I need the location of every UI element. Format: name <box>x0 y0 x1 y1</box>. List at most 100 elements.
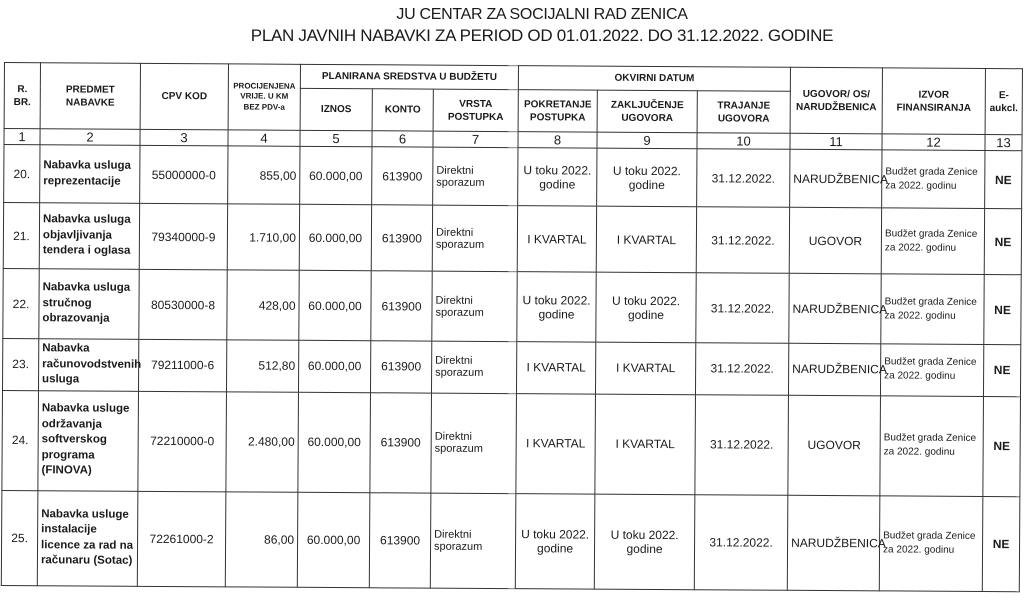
cell-zakljucenje: U toku 2022. godine <box>595 272 697 343</box>
cell-procjena: 512,80 <box>226 339 299 392</box>
header-zakljucenje: ZAKLJUČENJE UGOVORA <box>597 90 698 133</box>
cell-iznos: 60.000,00 <box>298 340 371 393</box>
cell-ugovor: NARUDŽBENICA <box>788 273 887 344</box>
cell-cpv: 79211000-6 <box>138 339 227 392</box>
header-rbr: R. BR. <box>4 62 41 129</box>
cell-predmet: Nabavka računovodstvenih usluga <box>38 338 141 391</box>
header-izvor: IZVOR FINANSIRANJA <box>882 67 986 135</box>
header-ugovor: UGOVOR/ OS/ NARUDŽBENICA <box>790 67 883 134</box>
cell-cpv: 55000000-0 <box>139 145 228 204</box>
cell-procjena: 1.710,00 <box>227 203 300 271</box>
cell-izvor: Budžet grada Zenice za 2022. godinu <box>880 343 984 397</box>
cell-konto: 613900 <box>370 340 432 393</box>
cell-pokretanje: U toku 2022. godine <box>515 493 595 589</box>
table-row: 23. Nabavka računovodstvenih usluga 792110… <box>2 338 1021 397</box>
cell-zakljucenje: I KVARTAL <box>594 393 696 495</box>
column-number: 4 <box>227 129 301 147</box>
column-number: 13 <box>985 134 1023 151</box>
cell-konto: 613900 <box>369 492 431 588</box>
cell-rbr: 21. <box>3 202 40 269</box>
cell-eaukc: NE <box>983 274 1022 345</box>
column-number: 3 <box>139 129 229 146</box>
column-number: 5 <box>299 130 373 147</box>
cell-zakljucenje: U toku 2022. godine <box>596 148 698 207</box>
column-number: 6 <box>371 130 434 148</box>
cell-zakljucenje: U toku 2022. godine <box>594 493 695 590</box>
cell-trajanje: 31.12.2022. <box>696 148 791 208</box>
document-subtitle: PLAN JAVNIH NABAVKI ZA PERIOD OD 01.01.2… <box>250 26 834 45</box>
column-number: 2 <box>39 128 141 146</box>
cell-procjena: 2.480,00 <box>225 391 299 492</box>
cell-ugovor: NARUDŽBENICA <box>789 149 888 208</box>
cell-eaukc: NE <box>983 344 1021 397</box>
cell-cpv: 79340000-9 <box>139 203 228 270</box>
cell-procjena: 428,00 <box>226 269 300 341</box>
cell-rbr: 22. <box>2 268 40 339</box>
cell-pokretanje: I KVARTAL <box>515 393 596 494</box>
table-row: 22. Nabavka usluga stručnog obrazovanja 80… <box>2 268 1022 345</box>
cell-ugovor: UGOVOR <box>787 394 881 496</box>
cell-predmet: Nabavka usluga objavljivanja tendera i o… <box>39 202 140 270</box>
cell-ugovor: UGOVOR <box>789 207 882 274</box>
cell-vrsta: Direktni sporazum <box>430 392 517 494</box>
cell-izvor: Budžet grada Zenice za 2022. godinu <box>881 207 985 275</box>
column-number: 12 <box>882 133 986 151</box>
cell-vrsta: Direktni sporazum <box>431 271 518 342</box>
cell-procjena: 855,00 <box>227 145 300 205</box>
cell-pokretanje: U toku 2022. godine <box>516 271 597 343</box>
cell-rbr: 24. <box>1 390 39 491</box>
cell-iznos: 60.000,00 <box>297 491 370 588</box>
cell-cpv: 80530000-8 <box>138 269 228 340</box>
header-eaukc: E-aukcl. <box>985 68 1023 135</box>
cell-eaukc: NE <box>984 150 1023 209</box>
cell-ugovor: NARUDŽBENICA <box>787 494 886 591</box>
cell-cpv: 72210000-0 <box>137 390 227 492</box>
cell-cpv: 72261000-2 <box>137 490 226 587</box>
document-title: JU CENTAR ZA SOCIJALNI RAD ZENICA <box>396 6 688 23</box>
cell-vrsta: Direktni sporazum <box>432 147 519 206</box>
column-number: 11 <box>790 133 883 150</box>
cell-izvor: Budžet grada Zenice za 2022. godinu <box>880 273 985 345</box>
header-okvirni: OKVIRNI DATUM <box>518 65 791 92</box>
column-number: 1 <box>3 128 41 145</box>
cell-rbr: 23. <box>2 338 39 391</box>
cell-iznos: 60.000,00 <box>298 270 372 341</box>
cell-rbr: 25. <box>1 490 38 586</box>
cell-ugovor: NARUDŽBENICA <box>788 343 887 396</box>
cell-konto: 613900 <box>370 270 433 342</box>
cell-konto: 613900 <box>371 204 433 272</box>
cell-vrsta: Direktni sporazum <box>430 492 516 589</box>
cell-predmet: Nabavka usluge održavanja softverskog pr… <box>37 390 139 491</box>
table-row: 25. Nabavka usluge instalacije licence za… <box>1 490 1020 592</box>
table-row: 20. Nabavka usluga reprezentacije 55000000… <box>3 144 1023 209</box>
column-number: 10 <box>697 132 791 150</box>
cell-pokretanje: U toku 2022. godine <box>517 147 598 207</box>
cell-konto: 613900 <box>371 146 433 206</box>
cell-iznos: 60.000,00 <box>299 204 372 271</box>
procurement-plan-table: R. BR. PREDMET NABAVKE CPV KOD PROCIJENJ… <box>1 62 1023 592</box>
column-number: 9 <box>597 132 698 149</box>
cell-predmet: Nabavka usluga stručnog obrazovanja <box>38 268 140 340</box>
header-cpv: CPV KOD <box>140 63 229 130</box>
table-row: 24. Nabavka usluge održavanja softverskog… <box>1 390 1021 497</box>
header-pokretanje: POKRETANJE POSTUPKA <box>518 89 598 133</box>
cell-eaukc: NE <box>982 396 1021 497</box>
cell-zakljucenje: I KVARTAL <box>596 206 697 273</box>
cell-iznos: 60.000,00 <box>299 146 372 205</box>
header-vrsta: VRSTA POSTUPKA <box>433 89 519 132</box>
header-iznos: IZNOS <box>300 88 373 131</box>
header-trajanje: TRAJANJE UGOVORA <box>697 90 791 134</box>
header-predmet: PREDMET NABAVKE <box>40 62 141 130</box>
cell-rbr: 20. <box>3 144 40 203</box>
cell-predmet: Nabavka usluga reprezentacije <box>39 144 140 204</box>
cell-izvor: Budžet grada Zenice za 2022. godinu <box>879 395 984 497</box>
header-konto: KONTO <box>372 88 434 132</box>
cell-izvor: Budžet grada Zenice za 2022. godinu <box>879 495 983 592</box>
cell-predmet: Nabavka usluge instalacije licence za ra… <box>37 490 138 586</box>
cell-pokretanje: I KVARTAL <box>517 205 597 273</box>
cell-konto: 613900 <box>369 392 432 493</box>
column-number: 8 <box>518 131 598 149</box>
cell-iznos: 60.000,00 <box>297 391 371 493</box>
cell-pokretanje: I KVARTAL <box>516 341 596 394</box>
cell-trajanje: 31.12.2022. <box>695 272 790 344</box>
